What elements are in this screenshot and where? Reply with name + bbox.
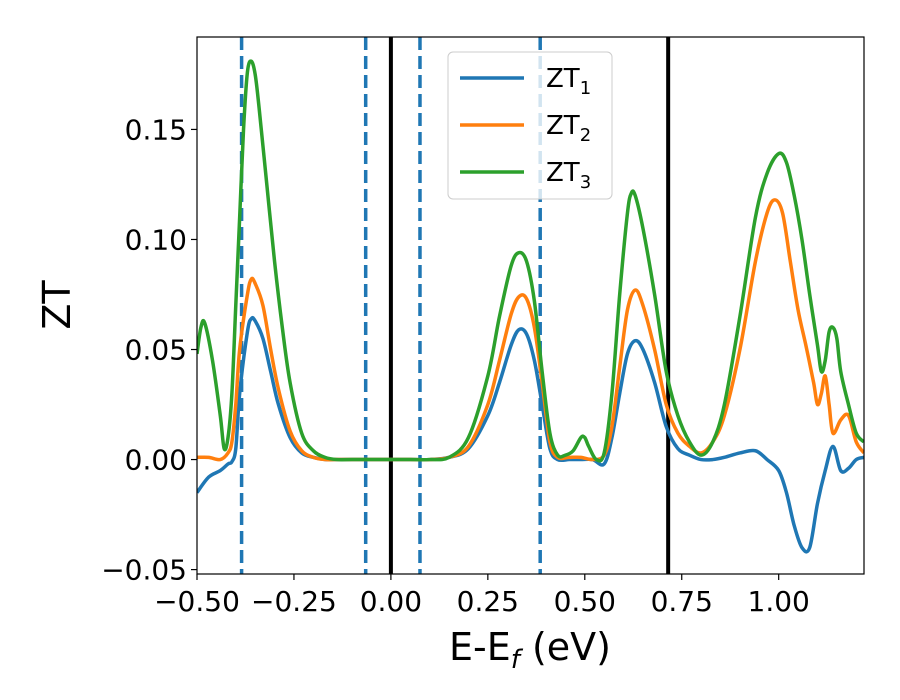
y-axis-title: ZT xyxy=(35,280,79,330)
vertical-reference-lines xyxy=(239,37,671,574)
x-tick-label: 1.00 xyxy=(748,585,810,618)
x-tick-label: −0.50 xyxy=(154,585,240,618)
legend-box xyxy=(447,51,613,200)
x-tick-label: 0.25 xyxy=(457,585,519,618)
legend-label-2: ZT2 xyxy=(546,111,591,146)
series-line-3 xyxy=(197,59,864,463)
y-tick-label: 0.15 xyxy=(125,113,187,146)
x-tick-label: −0.25 xyxy=(251,585,337,618)
y-tick-label: 0.10 xyxy=(125,223,187,256)
x-tick-label: 0.00 xyxy=(360,585,422,618)
x-tick-label: 0.75 xyxy=(651,585,713,618)
plot-frame xyxy=(196,36,865,575)
legend: ZT1 ZT2 ZT3 xyxy=(447,51,613,200)
series-lines xyxy=(197,59,864,554)
y-tick-label: 0.05 xyxy=(125,334,187,367)
series-line-1 xyxy=(197,316,864,554)
legend-label-3: ZT3 xyxy=(546,158,591,193)
y-axis-ticks: −0.05 0.00 0.05 0.10 0.15 xyxy=(101,113,197,587)
series-line-2 xyxy=(197,198,864,462)
x-axis-title: E-Ef (eV) xyxy=(449,625,611,675)
y-tick-label: −0.05 xyxy=(101,554,187,587)
legend-label-1: ZT1 xyxy=(546,64,591,99)
x-axis-ticks: −0.50 −0.25 0.00 0.25 0.50 0.75 1.00 xyxy=(154,574,810,618)
y-tick-label: 0.00 xyxy=(125,444,187,477)
x-tick-label: 0.50 xyxy=(554,585,616,618)
